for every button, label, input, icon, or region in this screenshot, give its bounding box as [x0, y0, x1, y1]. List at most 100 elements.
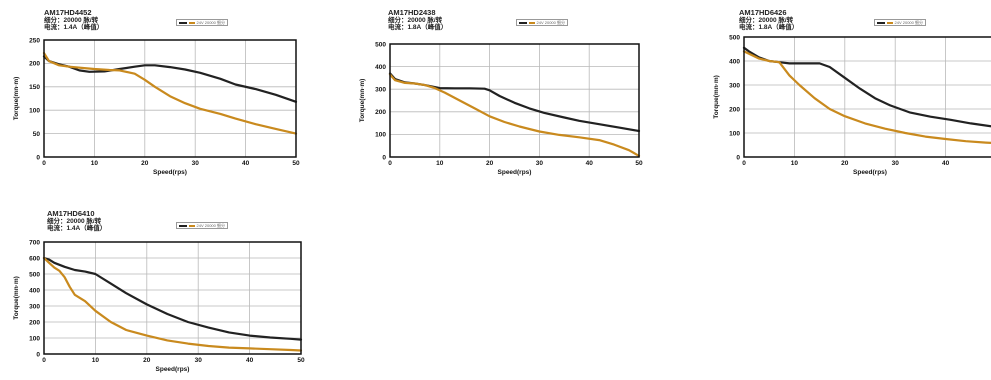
x-axis-label: Speed(rps) [853, 169, 887, 176]
torque-speed-chart: 0 10 20 30 40 500100200300400500600700Speed(r… [13, 239, 305, 373]
chart-subtitle-steps: 细分：20000 脉/转 [388, 16, 443, 24]
x-tick-label: 30 [536, 160, 544, 167]
x-tick-label: 0 [742, 160, 746, 167]
legend-swatch-black [179, 224, 188, 227]
chart-legend: 24V 20000 细分 [176, 222, 228, 229]
chart-title: AM17HD6426 [739, 8, 787, 17]
x-tick-label: 40 [942, 160, 950, 167]
series-line-black_curve [42, 256, 303, 341]
chart-legend: 24V 20000 细分 [176, 19, 228, 26]
y-tick-label: 500 [375, 41, 386, 48]
legend-text: 24V 20000 细分 [894, 19, 923, 25]
y-axis-label: Torque(mn·m) [13, 77, 20, 121]
x-tick-label: 50 [292, 160, 300, 167]
y-tick-label: 500 [29, 271, 40, 278]
plot-frame [43, 241, 302, 355]
legend-swatch-gold [189, 21, 195, 24]
chart-subtitle-current: 电流：1.4A（峰值） [44, 24, 104, 31]
chart-panel-1: AM17HD4452 细分：20000 脉/转 电流：1.4A（峰值） 24V … [0, 0, 310, 180]
chart-panel-2: AM17HD2438 细分：20000 脉/转 电流：1.8A（峰值） 24V … [340, 0, 650, 180]
series-line-gold_curve [42, 52, 298, 135]
y-tick-label: 600 [29, 255, 40, 262]
torque-speed-chart: 010203040500100200300400500Speed(rps)Tor… [713, 34, 991, 176]
plot-frame [743, 36, 991, 158]
x-tick-label: 50 [635, 160, 643, 167]
series-line-black_curve [742, 46, 991, 128]
series-line-gold_curve [742, 50, 991, 144]
chart-subtitle-steps: 细分：20000 脉/转 [47, 217, 102, 225]
y-axis-label: Torque(mn·m) [713, 75, 720, 119]
x-axis-label: Speed(rps) [498, 169, 532, 176]
chart-subtitle-current: 电流：1.8A（峰值） [739, 24, 799, 31]
y-tick-label: 200 [375, 109, 386, 116]
chart-title: AM17HD4452 [44, 8, 92, 17]
legend-swatch-black [877, 21, 886, 24]
y-axis-label: Torque(mn·m) [13, 276, 20, 320]
x-tick-label: 30 [892, 160, 900, 167]
y-tick-label: 250 [29, 37, 40, 44]
y-tick-label: 300 [375, 87, 386, 94]
chart-subtitle-current: 电流：1.8A（峰值） [388, 24, 448, 31]
legend-swatch-black [179, 21, 188, 24]
y-tick-label: 100 [375, 132, 386, 139]
x-tick-label: 40 [242, 160, 250, 167]
x-tick-label: 10 [791, 160, 799, 167]
chart-subtitle-steps: 细分：20000 脉/转 [44, 16, 99, 24]
x-tick-label: 30 [192, 160, 200, 167]
x-tick-label: 20 [486, 160, 494, 167]
x-axis-label: Speed(rps) [153, 169, 187, 176]
y-tick-label: 200 [729, 106, 740, 113]
x-tick-label: 40 [586, 160, 594, 167]
legend-swatch-gold [529, 21, 535, 24]
chart-subtitle-steps: 细分：20000 脉/转 [739, 16, 794, 24]
legend-text: 24V 20000 细分 [196, 222, 225, 228]
x-axis-label: Speed(rps) [156, 366, 190, 373]
y-tick-label: 400 [729, 58, 740, 65]
chart-title: AM17HD2438 [388, 8, 436, 17]
y-tick-label: 300 [29, 303, 40, 310]
y-tick-label: 50 [33, 131, 41, 138]
chart-header: AM17HD4452 细分：20000 脉/转 电流：1.4A（峰值） [44, 9, 103, 32]
chart-legend: 24V 20000 细分 [874, 19, 926, 26]
chart-header: AM17HD6426 细分：20000 脉/转 电流：1.8A（峰值） [739, 9, 798, 32]
y-tick-label: 0 [382, 154, 386, 161]
x-tick-label: 10 [91, 160, 99, 167]
y-tick-label: 0 [36, 351, 40, 358]
x-tick-label: 20 [841, 160, 849, 167]
x-tick-label: 30 [195, 357, 203, 364]
y-tick-label: 400 [375, 64, 386, 71]
series-line-gold_curve [42, 256, 303, 352]
x-tick-label: 0 [42, 357, 46, 364]
legend-text: 24V 20000 细分 [196, 19, 225, 25]
x-tick-label: 0 [388, 160, 392, 167]
chart-header: AM17HD2438 细分：20000 脉/转 电流：1.8A（峰值） [388, 9, 447, 32]
y-tick-label: 700 [29, 239, 40, 246]
chart-panel-4: AM17HD6410 细分：20000 脉/转 电流：1.4A（峰值） 24V … [0, 206, 310, 380]
x-tick-label: 0 [42, 160, 46, 167]
x-tick-label: 40 [246, 357, 254, 364]
y-tick-label: 100 [729, 130, 740, 137]
torque-speed-chart: 0 10 20 30 40 50 0 50 100 150 200 250 Speed(rps) Torq… [13, 37, 300, 176]
series-line-black_curve [388, 72, 641, 133]
chart-legend: 24V 20000 细分 [516, 19, 568, 26]
x-tick-label: 10 [92, 357, 100, 364]
y-tick-label: 400 [29, 287, 40, 294]
legend-swatch-black [519, 21, 528, 24]
x-tick-label: 20 [143, 357, 151, 364]
y-tick-label: 150 [29, 84, 40, 91]
y-tick-label: 500 [729, 34, 740, 41]
y-tick-label: 200 [29, 61, 40, 68]
legend-text: 24V 20000 细分 [536, 19, 565, 25]
chart-title: AM17HD6410 [47, 209, 95, 218]
y-tick-label: 200 [29, 319, 40, 326]
y-axis-label: Torque(mn·m) [359, 79, 366, 123]
plot-frame [43, 39, 297, 158]
chart-header: AM17HD6410 细分：20000 脉/转 电流：1.4A（峰值） [47, 210, 106, 233]
x-tick-label: 20 [141, 160, 149, 167]
y-tick-label: 0 [736, 154, 740, 161]
chart-subtitle-current: 电流：1.4A（峰值） [47, 225, 107, 232]
chart-panel-3: AM17HD6426 细分：20000 脉/转 电流：1.8A（峰值） 24V … [694, 0, 991, 180]
y-tick-label: 100 [29, 108, 40, 115]
series-line-gold_curve [388, 73, 641, 157]
